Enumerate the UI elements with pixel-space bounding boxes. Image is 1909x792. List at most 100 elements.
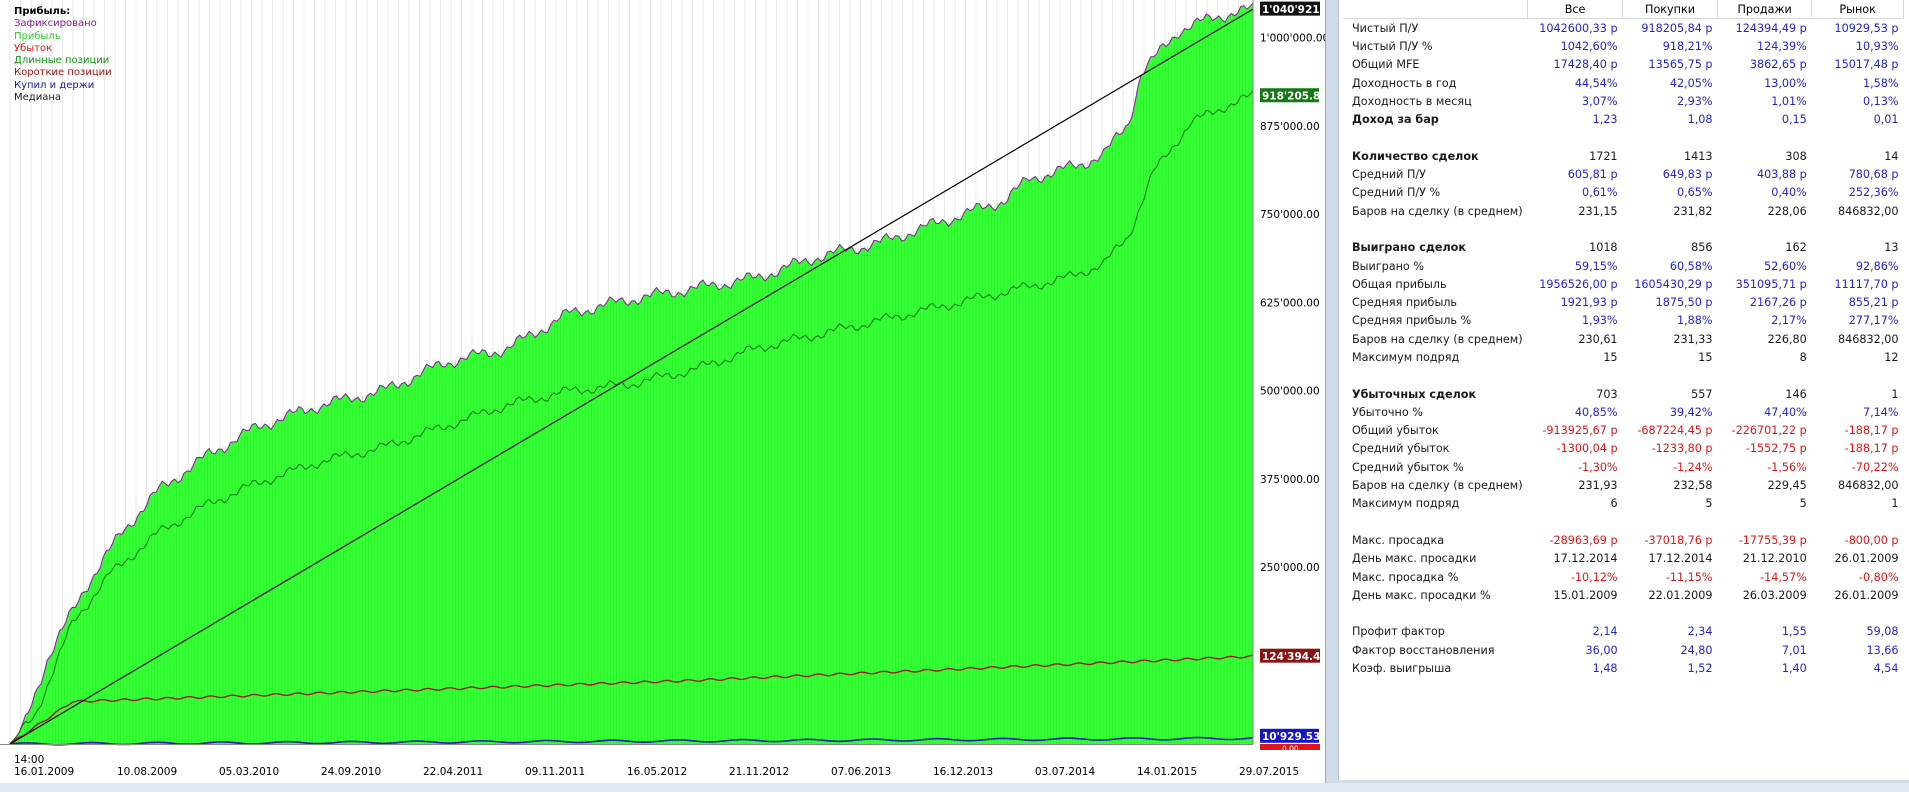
x-tick-label: 22.04.2011 (423, 766, 483, 778)
stats-row-label: Доходность в год (1352, 76, 1457, 90)
stats-cell: -11,15% (1665, 570, 1713, 584)
stats-cell: 2167,26 р (1749, 296, 1807, 310)
stats-cell (1528, 513, 1623, 531)
stats-cell: 2,14 (1592, 625, 1618, 639)
stats-cell: 1,40 (1781, 662, 1807, 676)
stats-cell: 1921,93 р (1560, 296, 1618, 310)
stats-row-label: День макс. просадки (1352, 552, 1477, 566)
stats-cell: 21.12.2010 (1742, 552, 1807, 566)
stats-cell (1623, 129, 1718, 147)
stats-cell (1623, 605, 1718, 623)
stats-cell (1812, 220, 1904, 238)
buyhold-value-badge-bg (1260, 728, 1319, 743)
stats-row-label: Чистый П/У (1352, 21, 1419, 35)
stats-row-label: Доход за бар (1352, 113, 1439, 127)
stats-row-label: Общий MFE (1352, 58, 1420, 72)
stats-cell (1718, 605, 1812, 623)
short-positions-line (9, 654, 1254, 745)
stats-cell: 1,88% (1676, 314, 1713, 328)
stats-cell: 7,01 (1781, 643, 1807, 657)
stats-row-label: Средний П/У % (1352, 186, 1441, 200)
x-tick-label: 29.07.2015 (1239, 766, 1299, 778)
stats-cell (1623, 367, 1718, 385)
stats-cell: 846832,00 (1838, 479, 1899, 493)
stats-cell: 226,80 (1767, 332, 1807, 346)
stats-cell: 231,93 (1578, 479, 1618, 493)
statistics-table: Все Покупки Продажи Рынок Чистый П/У 1042… (1343, 0, 1904, 678)
stats-row-label: День макс. просадки % (1352, 588, 1491, 602)
stats-cell: -188,17 р (1844, 442, 1899, 456)
stats-cell: 11117,70 р (1834, 277, 1899, 291)
stats-cell: 4,54 (1873, 662, 1899, 676)
stats-cell: -1,56% (1767, 460, 1807, 474)
stats-cell: -10,12% (1570, 570, 1618, 584)
stats-row: Баров на сделку (в среднем) 231,93 232,58 2… (1343, 476, 1904, 494)
legend-item-fixed: Зафиксировано (14, 18, 97, 30)
x-tick-label: 07.06.2013 (831, 766, 891, 778)
equity-chart-panel[interactable]: 1'000'000.00 875'000.00 750'000.00 625'000.… (0, 0, 1326, 792)
legend-item-buyhold: Купил и держи (14, 79, 95, 91)
x-tick-label: 09.11.2011 (525, 766, 585, 778)
stats-row: Убыточных сделок 703 557 146 1 (1343, 385, 1904, 403)
stats-cell: 1721 (1589, 149, 1618, 163)
stats-cell: -28963,69 р (1549, 533, 1618, 547)
stats-row: Максимум подряд 15 15 8 12 (1343, 348, 1904, 366)
x-tick-label: 21.11.2012 (729, 766, 789, 778)
stats-cell: 1042600,33 р (1539, 21, 1618, 35)
stats-cell: 26.01.2009 (1834, 588, 1899, 602)
stats-cell (1718, 513, 1812, 531)
stats-header-sells[interactable]: Продажи (1717, 0, 1813, 19)
stats-row: Количество сделок 1721 1413 308 14 (1343, 147, 1904, 165)
stats-row-label: Баров на сделку (в среднем) (1352, 204, 1523, 218)
stats-cell: -226701,22 р (1731, 424, 1807, 438)
stats-cell: 2,17% (1771, 314, 1807, 328)
stats-row: Средняя прибыль % 1,93% 1,88% 2,17% 277,17% (1343, 312, 1904, 330)
y-tick-label: 750'000.00 (1260, 209, 1320, 221)
stats-cell: 1605430,29 р (1634, 277, 1713, 291)
buyhold-value-badge: 10'929.53 (1262, 731, 1320, 743)
stats-cell: 17.12.2014 (1553, 552, 1618, 566)
y-tick-label: 250'000.00 (1260, 562, 1320, 574)
stats-row: Средний П/У % 0,61% 0,65% 0,40% 252,36% (1343, 184, 1904, 202)
stats-cell: 2,93% (1676, 94, 1713, 108)
stats-cell: 15017,48 р (1834, 58, 1899, 72)
stats-row: Средний убыток % -1,30% -1,24% -1,56% -70,22… (1343, 458, 1904, 476)
stats-row: Убыточно % 40,85% 39,42% 47,40% 7,14% (1343, 403, 1904, 421)
stats-cell: 7,14% (1862, 405, 1899, 419)
stats-row: Доходность в год 44,54% 42,05% 13,00% 1,58% (1343, 74, 1904, 92)
stats-cell: 10929,53 р (1834, 21, 1899, 35)
window-bottom-border (0, 783, 1909, 792)
stats-row: Общая прибыль 1956526,00 р 1605430,29 р 351… (1343, 275, 1904, 293)
x-tick-label: 05.03.2010 (219, 766, 279, 778)
stats-cell: 1,08 (1687, 113, 1713, 127)
stats-cell: -1,24% (1672, 460, 1713, 474)
stats-cell: 1,01% (1771, 94, 1807, 108)
stats-cell (1718, 367, 1812, 385)
stats-header-buys[interactable]: Покупки (1622, 0, 1719, 19)
legend-item-loss: Убыток (14, 42, 53, 54)
legend-item-short: Короткие позиции (14, 67, 112, 79)
stats-header-all[interactable]: Все (1527, 0, 1624, 19)
stats-row-label: Убыточных сделок (1352, 387, 1477, 401)
stats-row: Чистый П/У 1042600,33 р 918205,84 р 124394,… (1343, 19, 1904, 38)
y-tick-label: 375'000.00 (1260, 474, 1320, 486)
equity-chart[interactable]: 1'000'000.00 875'000.00 750'000.00 625'000.… (0, 0, 1325, 790)
zero-value-badge: 0.00 (1282, 745, 1299, 754)
stats-row-label: Средняя прибыль (1352, 296, 1458, 310)
stats-cell: 13,00% (1764, 76, 1807, 90)
stats-row: Доход за бар 1,23 1,08 0,15 0,01 (1343, 110, 1904, 128)
stats-row-label: Средняя прибыль % (1352, 314, 1472, 328)
stats-cell: -37018,76 р (1644, 533, 1713, 547)
stats-cell: 5 (1705, 497, 1713, 511)
stats-row-label: Профит фактор (1352, 625, 1445, 639)
statistics-panel[interactable]: Все Покупки Продажи Рынок Чистый П/У 1042… (1338, 0, 1909, 780)
stats-row-label (1343, 220, 1528, 238)
stats-cell (1812, 513, 1904, 531)
stats-cell: 252,36% (1848, 186, 1899, 200)
stats-cell: 780,68 р (1848, 168, 1899, 182)
stats-cell: 231,15 (1578, 204, 1618, 218)
stats-row: Макс. просадка -28963,69 р -37018,76 р -177… (1343, 531, 1904, 549)
stats-row (1343, 129, 1904, 147)
stats-header-market[interactable]: Рынок (1811, 0, 1904, 19)
stats-cell: 17.12.2014 (1648, 552, 1713, 566)
